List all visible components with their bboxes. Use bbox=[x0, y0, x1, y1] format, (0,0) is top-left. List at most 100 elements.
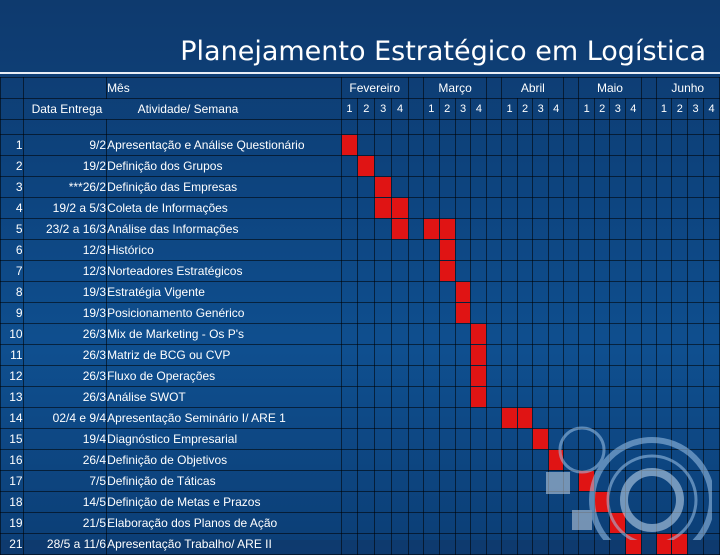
week-cell bbox=[671, 134, 689, 156]
spacer-cell bbox=[22, 119, 108, 135]
week-cell bbox=[357, 449, 376, 471]
task-activity: Diagnóstico Empresarial bbox=[106, 428, 342, 450]
month-gap bbox=[486, 533, 503, 555]
month-gap bbox=[563, 98, 580, 120]
week-cell bbox=[516, 344, 534, 366]
task-row: 7 12/3 Norteadores Estratégicos bbox=[0, 260, 720, 282]
month-gap bbox=[486, 407, 503, 429]
week-cell bbox=[357, 428, 376, 450]
month-gap bbox=[563, 344, 580, 366]
week-cell bbox=[501, 281, 518, 303]
week-cell bbox=[593, 239, 611, 261]
spacer-cell bbox=[357, 119, 376, 135]
week-cell bbox=[625, 512, 642, 534]
week-cell bbox=[374, 449, 393, 471]
month-gap bbox=[486, 512, 503, 534]
task-number: 18 bbox=[0, 491, 24, 513]
week-cell bbox=[422, 365, 440, 387]
week-cell bbox=[655, 344, 673, 366]
week-cell bbox=[438, 155, 456, 177]
week-cell bbox=[470, 281, 488, 303]
spacer-cell bbox=[578, 119, 595, 135]
month-gap bbox=[640, 428, 657, 450]
task-row: 13 26/3 Análise SWOT bbox=[0, 386, 720, 408]
month-gap bbox=[486, 155, 503, 177]
week-cell bbox=[374, 281, 393, 303]
month-1: Março bbox=[422, 77, 488, 99]
week-cell bbox=[655, 491, 673, 513]
week-number: 4 bbox=[547, 98, 565, 120]
week-cell bbox=[609, 134, 627, 156]
week-cell bbox=[687, 281, 704, 303]
task-number: 8 bbox=[0, 281, 24, 303]
week-cell bbox=[422, 197, 440, 219]
month-gap bbox=[407, 260, 424, 282]
task-date: 26/3 bbox=[22, 323, 108, 345]
month-gap bbox=[563, 449, 580, 471]
week-cell bbox=[609, 449, 627, 471]
task-date: 7/5 bbox=[22, 470, 108, 492]
task-activity: Definição de Táticas bbox=[106, 470, 342, 492]
week-cell bbox=[578, 302, 595, 324]
week-cell bbox=[547, 323, 565, 345]
week-cell bbox=[687, 134, 704, 156]
task-number: 16 bbox=[0, 449, 24, 471]
month-gap bbox=[563, 470, 580, 492]
month-gap bbox=[486, 344, 503, 366]
week-cell bbox=[374, 260, 393, 282]
week-cell bbox=[532, 470, 549, 492]
task-bar-cell bbox=[454, 302, 472, 324]
week-cell bbox=[593, 512, 611, 534]
week-cell bbox=[532, 134, 549, 156]
month-gap bbox=[486, 491, 503, 513]
week-cell bbox=[687, 218, 704, 240]
week-cell bbox=[578, 218, 595, 240]
week-cell bbox=[703, 470, 720, 492]
week-cell bbox=[532, 155, 549, 177]
task-date: 28/5 a 11/6 bbox=[22, 533, 108, 555]
week-cell bbox=[593, 176, 611, 198]
week-cell bbox=[422, 512, 440, 534]
task-date: 12/3 bbox=[22, 239, 108, 261]
week-cell bbox=[593, 323, 611, 345]
month-gap bbox=[563, 407, 580, 429]
week-number: 2 bbox=[438, 98, 456, 120]
task-bar-cell bbox=[438, 239, 456, 261]
week-cell bbox=[703, 281, 720, 303]
spacer-cell bbox=[547, 119, 565, 135]
week-cell bbox=[578, 197, 595, 219]
task-row: 9 19/3 Posicionamento Genérico bbox=[0, 302, 720, 324]
task-row: 8 19/3 Estratégia Vigente bbox=[0, 281, 720, 303]
week-cell bbox=[578, 365, 595, 387]
week-cell bbox=[357, 260, 376, 282]
task-row: 21 28/5 a 11/6 Apresentação Trabalho/ ARE … bbox=[0, 533, 720, 555]
week-cell bbox=[422, 281, 440, 303]
month-3: Maio bbox=[578, 77, 642, 99]
task-activity: Elaboração dos Planos de Ação bbox=[106, 512, 342, 534]
week-cell bbox=[655, 197, 673, 219]
month-gap bbox=[640, 98, 657, 120]
month-gap bbox=[486, 281, 503, 303]
month-gap bbox=[486, 176, 503, 198]
week-cell bbox=[532, 239, 549, 261]
week-cell bbox=[578, 155, 595, 177]
task-activity: Norteadores Estratégicos bbox=[106, 260, 342, 282]
spacer-cell bbox=[563, 119, 580, 135]
month-gap bbox=[640, 512, 657, 534]
week-cell bbox=[609, 344, 627, 366]
week-cell bbox=[422, 260, 440, 282]
spacer-cell bbox=[106, 119, 342, 135]
month-gap bbox=[407, 365, 424, 387]
month-gap bbox=[640, 134, 657, 156]
month-gap bbox=[407, 155, 424, 177]
week-cell bbox=[703, 176, 720, 198]
week-cell bbox=[687, 470, 704, 492]
month-gap bbox=[407, 134, 424, 156]
week-number: 4 bbox=[703, 98, 720, 120]
week-cell bbox=[374, 428, 393, 450]
week-cell bbox=[438, 302, 456, 324]
week-cell bbox=[374, 239, 393, 261]
task-number: 6 bbox=[0, 239, 24, 261]
week-cell bbox=[340, 323, 359, 345]
week-cell bbox=[547, 491, 565, 513]
